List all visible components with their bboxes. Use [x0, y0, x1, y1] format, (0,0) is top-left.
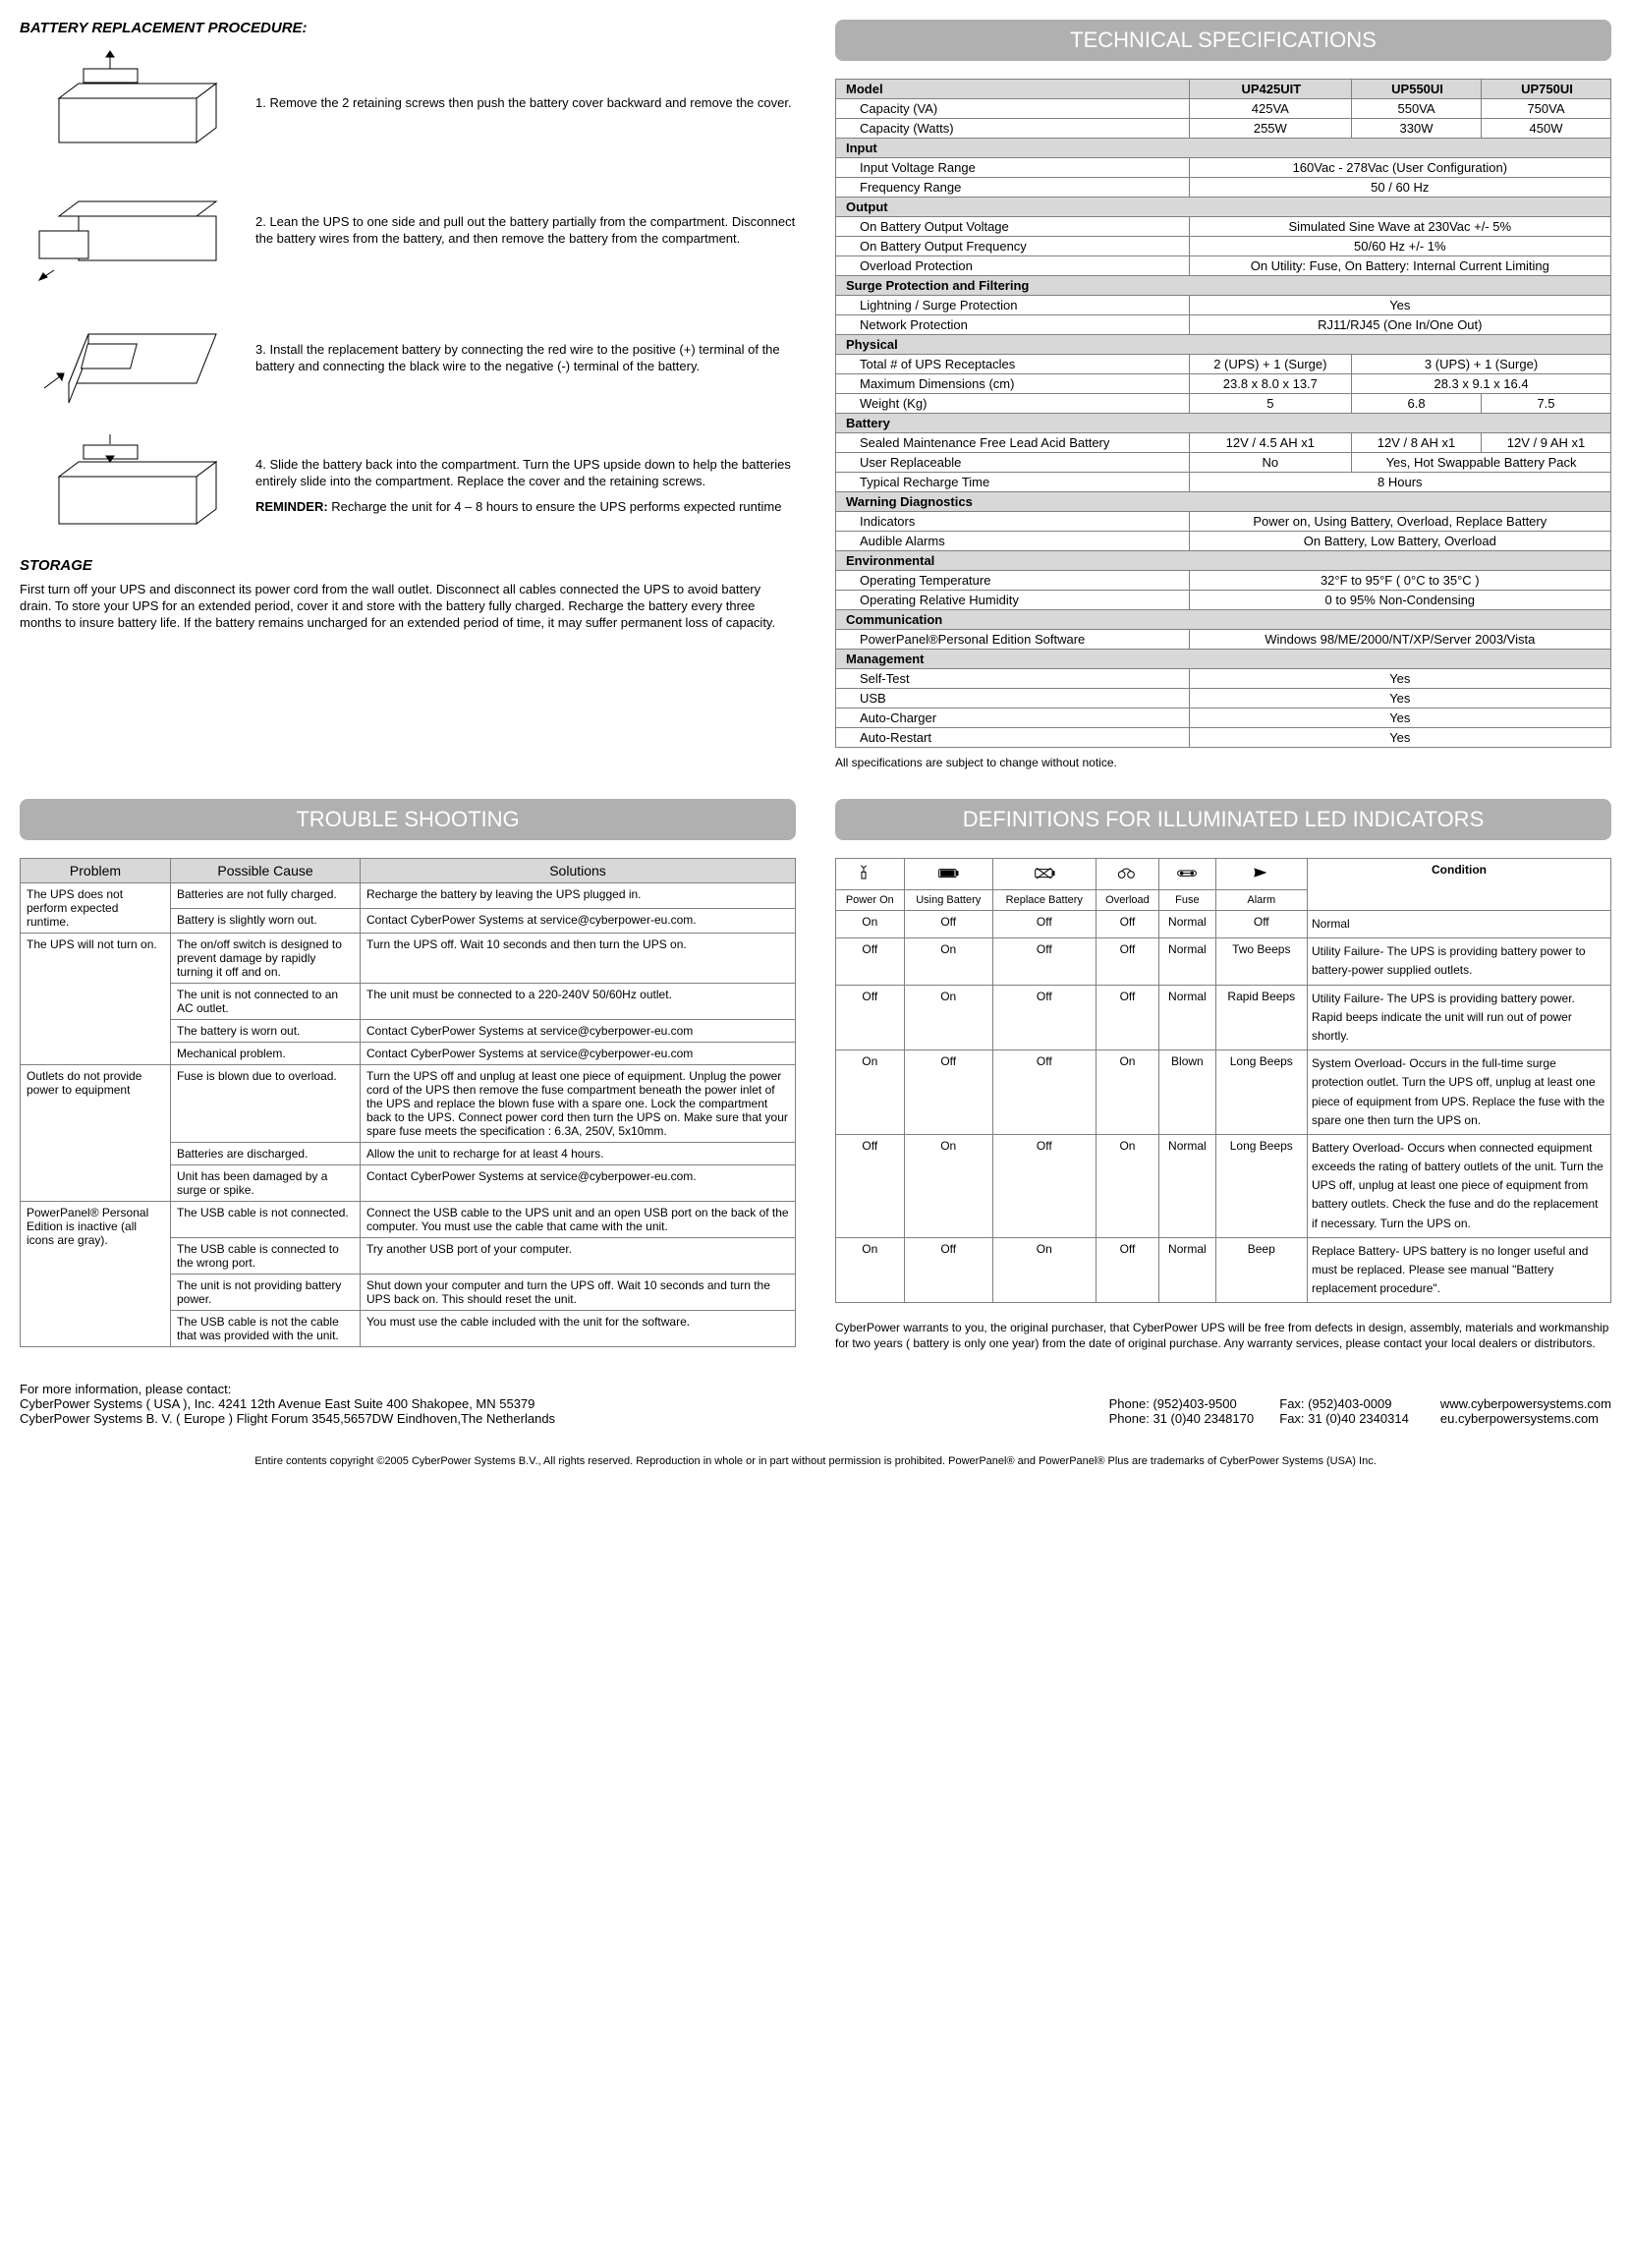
led-icon	[1159, 859, 1215, 890]
footer-left: For more information, please contact: Cy…	[20, 1382, 555, 1426]
footer-fax1: Fax: (952)403-0009	[1279, 1396, 1436, 1411]
footer-fax2: Fax: 31 (0)40 2340314	[1279, 1411, 1436, 1426]
trouble-section: TROUBLE SHOOTING ProblemPossible CauseSo…	[20, 799, 796, 1352]
footer: For more information, please contact: Cy…	[20, 1382, 1611, 1426]
footer-phone1: Phone: (952)403-9500	[1109, 1396, 1276, 1411]
step4-text: 4. Slide the battery back into the compa…	[255, 457, 796, 490]
footer-usa: CyberPower Systems ( USA ), Inc. 4241 12…	[20, 1396, 555, 1411]
led-icon	[1096, 859, 1158, 890]
tech-note: All specifications are subject to change…	[835, 756, 1611, 769]
led-icon	[836, 859, 905, 890]
warranty-text: CyberPower warrants to you, the original…	[835, 1321, 1611, 1351]
step2-diagram	[20, 172, 236, 290]
copyright: Entire contents copyright ©2005 CyberPow…	[20, 1455, 1611, 1467]
battery-step-1: 1. Remove the 2 retaining screws then pu…	[20, 44, 796, 162]
step4-diagram	[20, 427, 236, 545]
footer-right: Phone: (952)403-9500 Fax: (952)403-0009 …	[1109, 1382, 1611, 1426]
led-banner: DEFINITIONS FOR ILLUMINATED LED INDICATO…	[835, 799, 1611, 840]
footer-web1: www.cyberpowersystems.com	[1440, 1396, 1611, 1411]
step2-text: 2. Lean the UPS to one side and pull out…	[236, 214, 796, 248]
battery-step-4: 4. Slide the battery back into the compa…	[20, 427, 796, 545]
led-icon	[904, 859, 992, 890]
step3-diagram	[20, 300, 236, 418]
battery-step-2: 2. Lean the UPS to one side and pull out…	[20, 172, 796, 290]
led-icon	[1215, 859, 1307, 890]
battery-title: BATTERY REPLACEMENT PROCEDURE:	[20, 20, 796, 36]
trouble-table: ProblemPossible CauseSolutionsThe UPS do…	[20, 858, 796, 1347]
footer-eu: CyberPower Systems B. V. ( Europe ) Flig…	[20, 1411, 555, 1426]
battery-step-3: 3. Install the replacement battery by co…	[20, 300, 796, 418]
trouble-banner: TROUBLE SHOOTING	[20, 799, 796, 840]
footer-info-label: For more information, please contact:	[20, 1382, 555, 1396]
led-icon	[992, 859, 1096, 890]
footer-web2: eu.cyberpowersystems.com	[1440, 1411, 1599, 1426]
battery-section: BATTERY REPLACEMENT PROCEDURE: 1. Remove…	[20, 20, 796, 769]
led-table: ConditionPower OnUsing BatteryReplace Ba…	[835, 858, 1611, 1303]
tech-table: ModelUP425UITUP550UIUP750UICapacity (VA)…	[835, 79, 1611, 748]
tech-banner: TECHNICAL SPECIFICATIONS	[835, 20, 1611, 61]
reminder-text: Recharge the unit for 4 – 8 hours to ens…	[328, 499, 782, 514]
led-section: DEFINITIONS FOR ILLUMINATED LED INDICATO…	[835, 799, 1611, 1352]
reminder-label: REMINDER:	[255, 499, 328, 514]
storage-title: STORAGE	[20, 557, 796, 574]
step1-diagram	[20, 44, 236, 162]
step3-text: 3. Install the replacement battery by co…	[236, 342, 796, 375]
storage-text: First turn off your UPS and disconnect i…	[20, 582, 796, 632]
tech-section: TECHNICAL SPECIFICATIONS ModelUP425UITUP…	[835, 20, 1611, 769]
step1-text: 1. Remove the 2 retaining screws then pu…	[236, 95, 792, 112]
footer-phone2: Phone: 31 (0)40 2348170	[1109, 1411, 1276, 1426]
step4-block: 4. Slide the battery back into the compa…	[236, 457, 796, 517]
